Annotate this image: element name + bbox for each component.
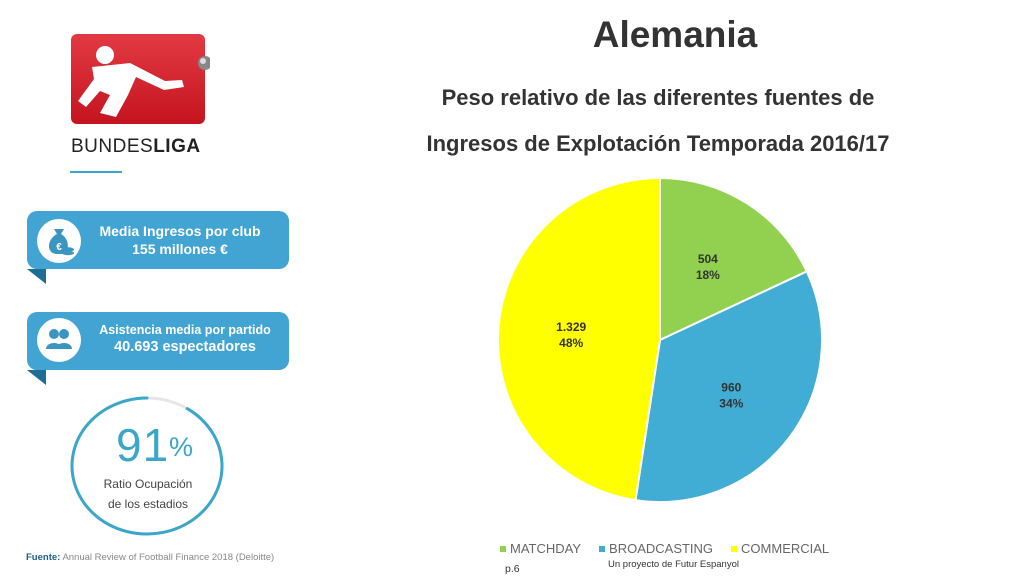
income-card-value: 155 millones €	[132, 241, 228, 257]
legend-label: BROADCASTING	[609, 541, 714, 556]
page-title: Alemania	[592, 14, 758, 55]
chart-subtitle-line1: Peso relativo de las diferentes fuentes …	[441, 85, 875, 110]
legend-item-broadcasting: BROADCASTING	[599, 541, 713, 556]
revenue-pie-chart: 504 18% 960 34% 1.329 48%	[497, 176, 823, 503]
attendance-card-fold	[27, 370, 46, 385]
bundesliga-logo: BUNDESLIGA	[70, 33, 212, 158]
legend-swatch	[731, 545, 738, 552]
income-card-fold	[27, 269, 46, 284]
legend-swatch	[599, 545, 606, 552]
attendance-card-value: 40.693 espectadores	[114, 339, 256, 355]
pie-slice-broadcasting	[634, 270, 823, 503]
occupancy-gauge	[70, 396, 224, 536]
source-text: Annual Review of Football Finance 2018 (…	[62, 552, 275, 563]
pie-slice-commercial	[497, 176, 661, 502]
svg-text:€: €	[56, 242, 62, 253]
chart-legend: MATCHDAY BROADCASTING COMMERCIAL	[500, 541, 829, 556]
logo-underline	[70, 171, 122, 173]
people-icon	[37, 318, 81, 362]
money-bag-icon: €	[37, 219, 81, 263]
svg-text:BUNDESLIGA: BUNDESLIGA	[71, 136, 201, 157]
income-card-title: Media Ingresos por club	[99, 223, 261, 239]
legend-label: COMMERCIAL	[741, 541, 830, 556]
legend-swatch	[500, 545, 506, 552]
attendance-card-title: Asistencia media por partido	[99, 323, 271, 337]
pie-slice-matchday	[659, 176, 809, 342]
occupancy-label-line1: Ratio Ocupación	[103, 477, 193, 491]
pie-value-label-broadcasting: 960	[721, 380, 741, 394]
logo-wordmark-bold: LIGA	[153, 136, 200, 157]
project-credit: Un proyecto de Futur Espanyol	[608, 559, 739, 570]
source-label: Fuente:	[26, 552, 61, 563]
pie-percent-label-matchday: 18%	[696, 268, 720, 282]
legend-item-commercial: COMMERCIAL	[731, 541, 829, 556]
legend-label: MATCHDAY	[510, 541, 582, 556]
pie-value-label-matchday: 504	[698, 252, 718, 266]
pie-percent-label-commercial: 48%	[559, 336, 583, 350]
pie-value-label-commercial: 1.329	[556, 320, 586, 334]
logo-wordmark-regular: BUNDES	[71, 136, 153, 157]
legend-item-matchday: MATCHDAY	[500, 541, 581, 556]
pie-percent-label-broadcasting: 34%	[719, 396, 743, 410]
occupancy-value: 91	[116, 419, 170, 471]
occupancy-unit: %	[169, 432, 194, 462]
gauge-fill-arc	[70, 396, 224, 536]
source-note: Fuente: Annual Review of Football Financ…	[26, 552, 274, 563]
chart-subtitle-line2: Ingresos de Explotación Temporada 2016/1…	[426, 131, 890, 156]
occupancy-label-line2: de los estadios	[107, 497, 189, 511]
page-number: p.6	[505, 563, 520, 575]
